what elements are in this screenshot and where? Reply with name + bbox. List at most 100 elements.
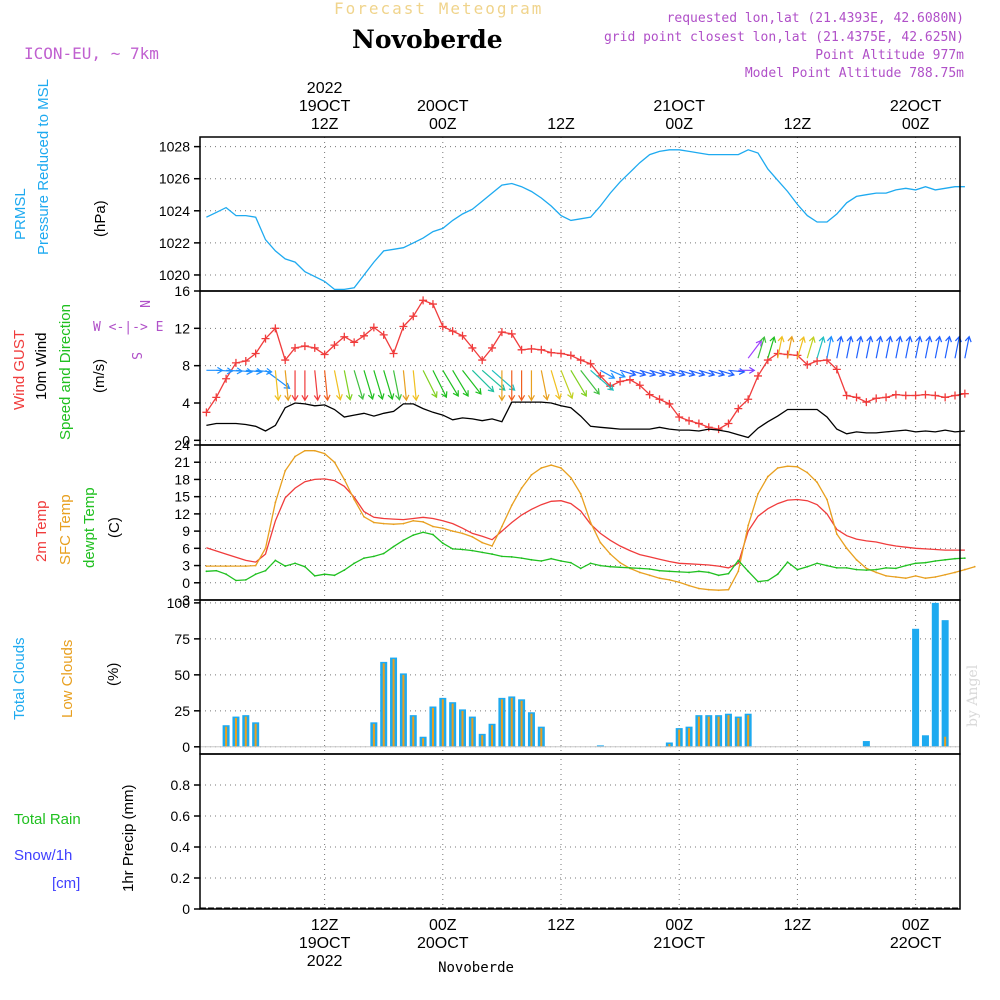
- temp-point: [737, 559, 740, 562]
- series-line-wind-gust: [205, 299, 966, 430]
- wind-label-dir: Speed and Direction: [57, 304, 74, 440]
- y-tick-label: 15: [174, 489, 190, 505]
- temp-point: [648, 568, 651, 570]
- temp-point: [225, 565, 228, 568]
- temp-point: [786, 561, 789, 564]
- gust-marker: [409, 312, 418, 321]
- temp-point: [530, 473, 533, 476]
- temp-point: [619, 566, 622, 569]
- gust-marker: [369, 323, 378, 332]
- gust-marker: [576, 356, 585, 365]
- y-tick-label: 4: [182, 395, 190, 411]
- y-tick-label: 8: [182, 358, 190, 374]
- temp-point: [717, 574, 720, 577]
- temp-point: [264, 569, 267, 572]
- wind-direction-arrow: [806, 336, 816, 359]
- temp-point: [353, 562, 356, 565]
- time-label-bottom: 2022: [307, 953, 343, 970]
- temp-point: [471, 549, 474, 552]
- temp-point: [569, 561, 572, 564]
- time-label-top: 2022: [307, 80, 343, 97]
- temp-point: [304, 565, 306, 568]
- wind-direction-arrow: [767, 336, 777, 359]
- gust-marker: [606, 382, 615, 391]
- wind-panel: 0 4 8 12 16: [174, 283, 972, 448]
- temp-point: [461, 548, 464, 551]
- gust-marker: [941, 393, 950, 402]
- low-cloud-bar: [412, 716, 415, 747]
- gust-marker: [872, 394, 881, 403]
- gust-marker: [251, 349, 260, 358]
- wind-direction-arrow: [885, 335, 893, 359]
- low-cloud-bar: [717, 716, 720, 747]
- gust-marker: [300, 342, 309, 351]
- temp-point: [707, 588, 710, 591]
- temp-point: [510, 556, 513, 558]
- temp-point: [323, 452, 326, 455]
- temp-point: [451, 530, 454, 533]
- temp-point: [678, 581, 681, 584]
- temp-point: [963, 557, 966, 559]
- cloud-labels: Total Clouds Low Clouds (%): [11, 637, 122, 720]
- temp-point: [826, 564, 828, 567]
- temp-point: [274, 559, 277, 562]
- low-cloud-bar: [431, 707, 434, 747]
- wind-direction-arrow: [639, 369, 657, 377]
- gust-marker: [320, 350, 329, 359]
- low-cloud-bar: [441, 699, 444, 747]
- precip-label-cm: [cm]: [52, 875, 80, 892]
- low-cloud-bar: [697, 716, 700, 747]
- time-label-bottom: 21OCT: [653, 935, 705, 952]
- wind-direction-arrow: [698, 369, 716, 377]
- clouds-frame: [199, 599, 961, 755]
- gust-marker: [340, 332, 349, 341]
- temp-point: [363, 557, 365, 559]
- wind-direction-arrow: [392, 370, 402, 401]
- low-cloud-bar: [500, 699, 503, 747]
- temp-point: [954, 571, 956, 574]
- temp-point: [382, 522, 385, 525]
- temp-point: [461, 532, 464, 535]
- gust-marker: [438, 322, 447, 331]
- y-tick-label: 0.8: [171, 777, 191, 793]
- temp-point: [757, 492, 759, 495]
- gust-marker: [921, 390, 930, 399]
- wind-label-10m: 10m Wind: [33, 332, 50, 400]
- precip-label-rain: Total Rain: [14, 811, 81, 828]
- gust-marker: [734, 404, 743, 413]
- gust-marker: [813, 357, 822, 365]
- temp-point: [638, 571, 641, 574]
- y-tick-label: 18: [174, 471, 190, 487]
- y-tick-label: 75: [174, 631, 190, 647]
- wind-direction-arrow: [235, 367, 254, 375]
- low-cloud-bar: [540, 728, 543, 747]
- low-cloud-bar: [372, 723, 375, 747]
- temp-point: [747, 524, 750, 527]
- temp-point: [589, 562, 592, 565]
- temp-point: [835, 566, 838, 569]
- precipitation-panel: 0 0.2 0.4 0.6 0.8: [171, 753, 961, 917]
- wind-direction-arrow: [777, 335, 785, 359]
- temp-point: [284, 565, 287, 568]
- temp-point: [530, 558, 533, 561]
- wind-direction-arrow: [796, 336, 806, 359]
- wind-direction-arrow: [462, 369, 482, 395]
- time-label-bottom: 19OCT: [299, 935, 351, 952]
- low-cloud-bar: [451, 703, 454, 747]
- wind-direction-arrow: [471, 369, 495, 393]
- gust-marker: [271, 324, 280, 333]
- gust-marker: [497, 328, 506, 337]
- wind-direction-arrow: [619, 369, 637, 377]
- wind-direction-arrow: [353, 370, 365, 401]
- temp-point: [441, 527, 444, 530]
- temp-point: [412, 519, 415, 522]
- pressure-unit: (hPa): [92, 200, 109, 237]
- gust-marker: [507, 329, 516, 338]
- low-cloud-bar: [688, 728, 691, 747]
- y-tick-label: 0.4: [171, 839, 191, 855]
- info-model-altitude: Model Point Altitude 788.75m: [745, 66, 964, 81]
- total-cloud-bar: [931, 602, 939, 747]
- total-cloud-bar: [862, 741, 870, 747]
- temp-point: [944, 573, 947, 576]
- temp-point: [806, 471, 809, 474]
